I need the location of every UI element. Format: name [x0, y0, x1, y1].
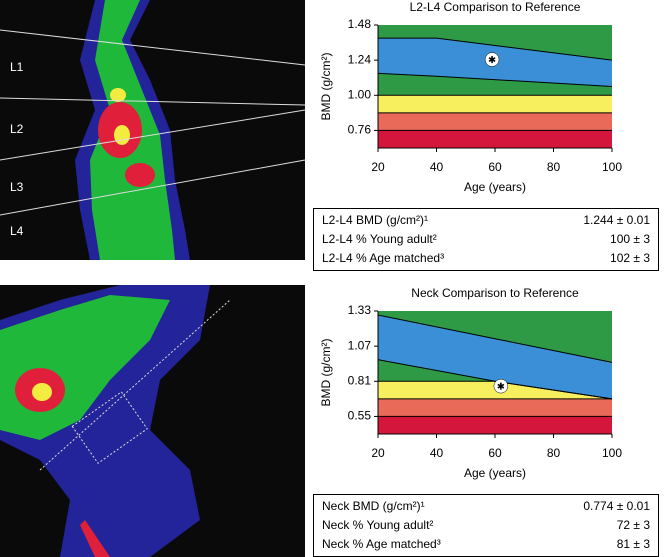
y-tick-label: 0.76 — [348, 123, 372, 137]
y-tick-label: 1.00 — [348, 87, 372, 101]
reference-band — [378, 359, 612, 399]
table-row: L2-L4 BMD (g/cm²)¹ 1.244 ± 0.01 — [314, 211, 658, 230]
cell-label: Neck BMD (g/cm²)¹ — [322, 499, 425, 513]
cell-value: 100 ± 3 — [610, 232, 650, 246]
y-tick-label: 1.07 — [348, 338, 372, 352]
y-tick-label: 1.24 — [348, 52, 372, 66]
table-row: L2-L4 % Age matched³ 102 ± 3 — [314, 249, 658, 268]
y-tick-label: 1.33 — [348, 303, 372, 317]
reference-band — [378, 73, 612, 96]
x-tick-label: 60 — [488, 446, 502, 460]
chart-title: Neck Comparison to Reference — [411, 286, 579, 300]
cell-label: Neck % Age matched³ — [322, 537, 441, 551]
scan-label: L1 — [10, 60, 24, 74]
cell-value: 1.244 ± 0.01 — [583, 213, 650, 227]
x-tick-label: 40 — [430, 160, 444, 174]
y-tick-label: 0.81 — [348, 373, 372, 387]
x-tick-label: 80 — [547, 160, 561, 174]
cell-label: L2-L4 % Young adult² — [322, 232, 437, 246]
chart-title: L2-L4 Comparison to Reference — [410, 0, 581, 14]
x-tick-label: 20 — [371, 160, 385, 174]
patient-point — [484, 52, 500, 67]
scan-label: L3 — [10, 180, 24, 194]
reference-band — [378, 398, 612, 417]
x-tick-label: 100 — [602, 446, 622, 460]
table-row: Neck % Young adult² 72 ± 3 — [314, 516, 658, 535]
patient-point — [493, 378, 509, 394]
table-row: Neck % Age matched³ 81 ± 3 — [314, 535, 658, 554]
x-tick-label: 20 — [371, 446, 385, 460]
scan-label: L2 — [10, 122, 24, 136]
results-table: Neck BMD (g/cm²)¹ 0.774 ± 0.01 Neck % Youn… — [313, 494, 659, 557]
reference-band — [378, 315, 612, 399]
x-axis-label: Age (years) — [464, 180, 526, 194]
x-tick-label: 80 — [547, 446, 561, 460]
band-boundary — [378, 37, 613, 61]
reference-band — [378, 95, 612, 113]
x-tick-label: 100 — [602, 160, 622, 174]
reference-band — [378, 416, 612, 434]
asterisk-stroke — [497, 383, 505, 389]
y-axis-label: BMD (g/cm²) — [319, 339, 333, 407]
reference-band — [378, 130, 612, 148]
band-boundary — [377, 314, 613, 363]
reference-band — [378, 311, 612, 363]
hip-scan — [0, 285, 305, 557]
cell-value: 72 ± 3 — [616, 518, 650, 532]
asterisk-stroke — [488, 57, 496, 62]
cell-label: L2-L4 % Age matched³ — [322, 251, 445, 265]
results-table: L2-L4 BMD (g/cm²)¹ 1.244 ± 0.01 L2-L4 % Yo… — [313, 208, 659, 271]
y-tick-label: 0.55 — [348, 409, 372, 423]
spine-scan: L1 L2 L3 L4 — [0, 0, 306, 260]
cell-value: 0.774 ± 0.01 — [583, 499, 650, 513]
x-axis-label: Age (years) — [464, 466, 526, 480]
x-tick-label: 40 — [430, 446, 444, 460]
reference-band — [378, 112, 612, 131]
x-tick-label: 60 — [488, 160, 502, 174]
table-row: Neck BMD (g/cm²)¹ 0.774 ± 0.01 — [314, 497, 658, 516]
cell-value: 81 ± 3 — [616, 537, 650, 551]
reference-band — [378, 25, 612, 61]
cell-label: L2-L4 BMD (g/cm²)¹ — [322, 213, 429, 227]
scan-label: L4 — [10, 224, 24, 238]
cell-value: 102 ± 3 — [610, 251, 650, 265]
y-axis-label: BMD (g/cm²) — [319, 53, 333, 121]
table-row: L2-L4 % Young adult² 100 ± 3 — [314, 230, 658, 249]
cell-label: Neck % Young adult² — [322, 518, 434, 532]
band-boundary — [377, 359, 613, 400]
band-boundary — [377, 72, 613, 87]
y-tick-label: 1.48 — [348, 17, 372, 31]
